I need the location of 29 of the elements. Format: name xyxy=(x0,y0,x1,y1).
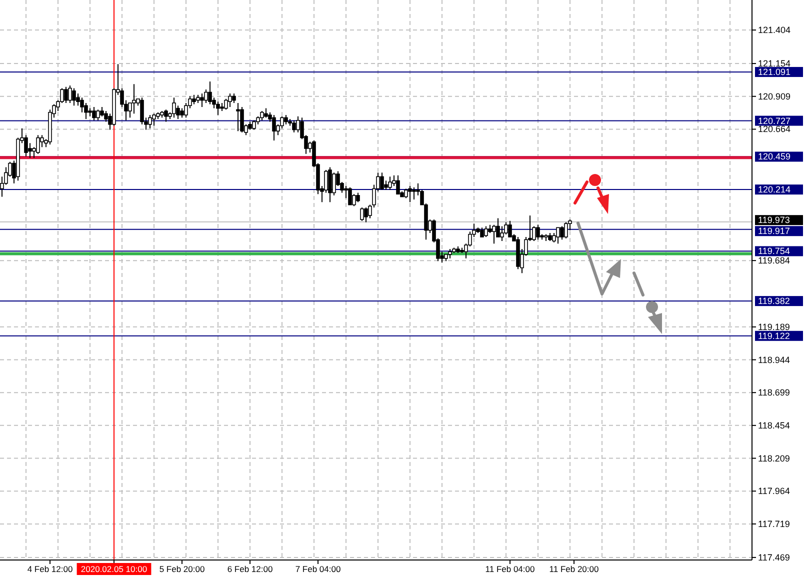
y-tick-label: 117.719 xyxy=(758,518,790,529)
x-tick-label: 2020.02.05 10:00 xyxy=(80,564,148,574)
y-tick-label: 118.454 xyxy=(758,420,790,430)
x-tick-label: 11 Feb 04:00 xyxy=(485,564,536,574)
ref-line-label: 119.973 xyxy=(758,215,790,226)
x-tick-label: 6 Feb 12:00 xyxy=(227,564,273,574)
x-tick-label: 5 Feb 20:00 xyxy=(159,564,205,574)
ref-line-label: 120.214 xyxy=(758,184,791,195)
y-tick-label: 120.664 xyxy=(758,124,791,134)
x-tick-label: 11 Feb 20:00 xyxy=(549,564,600,574)
ref-line-label: 119.122 xyxy=(758,330,790,341)
y-tick-label: 117.469 xyxy=(758,552,790,562)
ref-line-label: 119.382 xyxy=(758,296,790,306)
y-tick-label: 118.209 xyxy=(758,453,790,464)
y-tick-label: 117.964 xyxy=(758,486,790,496)
ref-line-label: 121.091 xyxy=(758,66,791,77)
ref-line-label: 119.917 xyxy=(758,226,790,236)
y-tick-label: 118.944 xyxy=(758,354,790,365)
y-tick-label: 119.684 xyxy=(758,256,790,266)
y-tick-label: 119.189 xyxy=(758,322,790,332)
ref-line-label: 120.459 xyxy=(758,152,791,162)
x-tick-label: 7 Feb 04:00 xyxy=(295,564,341,574)
y-tick-label: 120.909 xyxy=(758,91,791,102)
y-tick-label: 121.404 xyxy=(758,25,791,36)
ref-line-label: 119.754 xyxy=(758,246,790,256)
y-tick-label: 118.699 xyxy=(758,388,790,398)
ref-line-label: 120.727 xyxy=(758,116,791,126)
x-tick-label: 4 Feb 12:00 xyxy=(27,564,73,574)
y-tick-label: 121.154 xyxy=(758,58,791,69)
